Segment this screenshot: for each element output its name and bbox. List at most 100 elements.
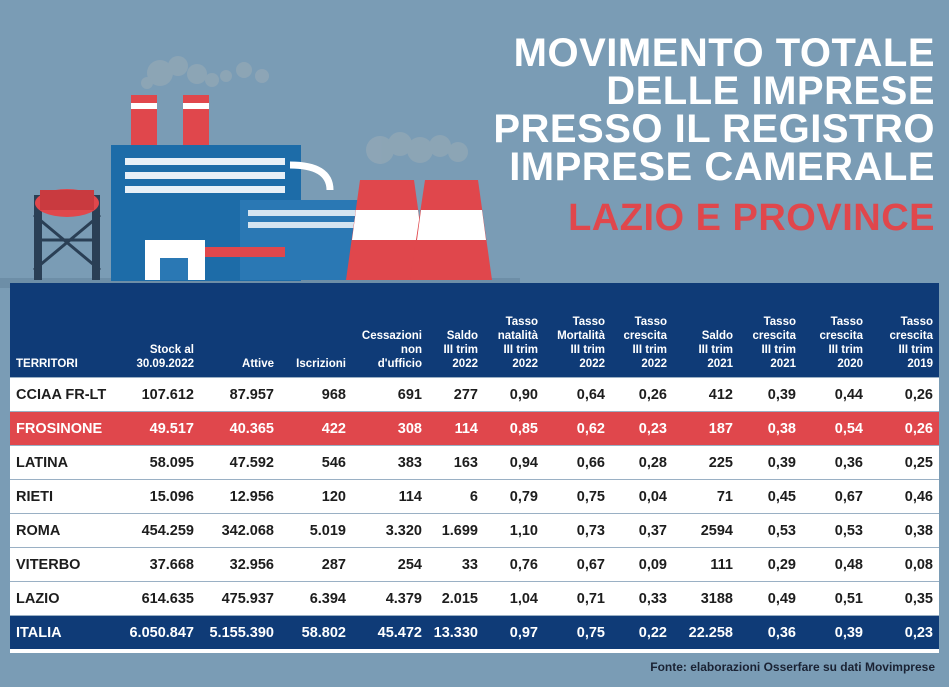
value-cell: 0,46 (869, 479, 939, 514)
territory-cell: RIETI (10, 479, 109, 514)
value-cell: 0,45 (739, 479, 802, 514)
value-cell: 45.472 (352, 615, 428, 649)
column-header-line: Iscrizioni (296, 358, 346, 370)
column-header-line: 2022 (512, 358, 538, 370)
value-cell: 0,38 (739, 411, 802, 446)
column-header-line: natalità (497, 330, 538, 342)
value-cell: 58.095 (109, 445, 200, 480)
value-cell: 0,37 (611, 513, 673, 548)
column-header: TERRITORI (10, 283, 109, 378)
value-cell: 614.635 (109, 581, 200, 616)
value-cell: 0,26 (869, 377, 939, 412)
value-cell: 0,38 (869, 513, 939, 548)
column-header: Stock al 30.09.2022 (109, 283, 200, 378)
column-header-line: III trim (898, 344, 933, 356)
column-header: Tasso crescita III trim 2020 (802, 283, 869, 378)
territory-cell: VITERBO (10, 547, 109, 582)
column-header-line: 2019 (907, 358, 933, 370)
column-header: Tasso crescita III trim 2021 (739, 283, 802, 378)
table-row: RIETI 15.096 12.956 120 114 6 0,79 0,75 0,04 71 0,… (10, 479, 939, 514)
table-row: ROMA 454.259 342.068 5.019 3.320 1.699 1,10 0,7… (10, 513, 939, 548)
column-header-line: Saldo (446, 330, 478, 342)
column-header-line: III trim (632, 344, 667, 356)
value-cell: 0,49 (739, 581, 802, 616)
value-cell: 0,08 (869, 547, 939, 582)
value-cell: 1,10 (484, 513, 544, 548)
column-header: Tasso crescita III trim 2022 (611, 283, 673, 378)
value-cell: 225 (673, 445, 739, 480)
column-header-line: III trim (570, 344, 605, 356)
value-cell: 114 (352, 479, 428, 514)
column-header: Tasso natalità III trim 2022 (484, 283, 544, 378)
value-cell: 0,54 (802, 411, 869, 446)
value-cell: 6.394 (280, 581, 352, 616)
value-cell: 383 (352, 445, 428, 480)
column-header-line: III trim (698, 344, 733, 356)
value-cell: 0,85 (484, 411, 544, 446)
value-cell: 254 (352, 547, 428, 582)
value-cell: 546 (280, 445, 352, 480)
value-cell: 0,44 (802, 377, 869, 412)
value-cell: 3188 (673, 581, 739, 616)
column-header-line: 2021 (770, 358, 796, 370)
value-cell: 15.096 (109, 479, 200, 514)
table-body: CCIAA FR-LT 107.612 87.957 968 691 277 0,90 0,6… (10, 377, 939, 649)
value-cell: 0,48 (802, 547, 869, 582)
column-header-line: 2022 (452, 358, 478, 370)
value-cell: 0,28 (611, 445, 673, 480)
column-header-line: Tasso (763, 316, 796, 328)
value-cell: 0,75 (544, 615, 611, 649)
value-cell: 114 (428, 411, 484, 446)
value-cell: 0,04 (611, 479, 673, 514)
column-header: Attive (200, 283, 280, 378)
value-cell: 0,97 (484, 615, 544, 649)
value-cell: 0,75 (544, 479, 611, 514)
value-cell: 120 (280, 479, 352, 514)
value-cell: 0,25 (869, 445, 939, 480)
column-header-line: 2020 (837, 358, 863, 370)
title-line-4: IMPRESE CAMERALE (509, 145, 935, 189)
column-header-line: Tasso (572, 316, 605, 328)
column-header-line: Mortalità (557, 330, 605, 342)
value-cell: 0,90 (484, 377, 544, 412)
value-cell: 13.330 (428, 615, 484, 649)
territory-cell: ROMA (10, 513, 109, 548)
column-header: Saldo III trim 2021 (673, 283, 739, 378)
title-line-1: MOVIMENTO TOTALE (513, 31, 935, 75)
value-cell: 0,64 (544, 377, 611, 412)
value-cell: 40.365 (200, 411, 280, 446)
value-cell: 0,33 (611, 581, 673, 616)
value-cell: 0,23 (611, 411, 673, 446)
value-cell: 0,35 (869, 581, 939, 616)
value-cell: 475.937 (200, 581, 280, 616)
column-header: Saldo III trim 2022 (428, 283, 484, 378)
column-header-line: d'ufficio (377, 358, 422, 370)
data-table: TERRITORI Stock al 30.09.2022 Attive Iscrizi… (10, 283, 939, 653)
value-cell: 6.050.847 (109, 615, 200, 649)
value-cell: 454.259 (109, 513, 200, 548)
value-cell: 968 (280, 377, 352, 412)
column-header-line: crescita (752, 330, 796, 342)
value-cell: 0,39 (739, 377, 802, 412)
value-cell: 49.517 (109, 411, 200, 446)
table-row: ITALIA 6.050.847 5.155.390 58.802 45.472 13.3… (10, 615, 939, 649)
value-cell: 6 (428, 479, 484, 514)
column-header-line: III trim (503, 344, 538, 356)
value-cell: 33 (428, 547, 484, 582)
value-cell: 47.592 (200, 445, 280, 480)
value-cell: 342.068 (200, 513, 280, 548)
table-row: CCIAA FR-LT 107.612 87.957 968 691 277 0,90 0,6… (10, 377, 939, 412)
territory-cell: CCIAA FR-LT (10, 377, 109, 412)
value-cell: 187 (673, 411, 739, 446)
title-line-3: PRESSO IL REGISTRO (493, 107, 935, 151)
territory-cell: LATINA (10, 445, 109, 480)
value-cell: 111 (673, 547, 739, 582)
value-cell: 0,67 (802, 479, 869, 514)
column-header-line: 30.09.2022 (136, 358, 194, 370)
column-header-line: crescita (819, 330, 863, 342)
territory-cell: LAZIO (10, 581, 109, 616)
value-cell: 0,36 (802, 445, 869, 480)
column-header-line: 2022 (579, 358, 605, 370)
subtitle: LAZIO E PROVINCE (568, 197, 935, 239)
column-header: Iscrizioni (280, 283, 352, 378)
